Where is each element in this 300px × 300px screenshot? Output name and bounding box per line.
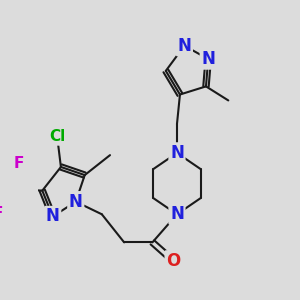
- Text: N: N: [170, 205, 184, 223]
- Text: Cl: Cl: [49, 129, 65, 144]
- Text: N: N: [178, 37, 191, 55]
- Text: F: F: [0, 206, 3, 221]
- Text: N: N: [69, 193, 83, 211]
- Text: F: F: [14, 156, 24, 171]
- Text: N: N: [170, 144, 184, 162]
- Text: N: N: [46, 208, 60, 226]
- Text: N: N: [201, 50, 215, 68]
- Text: O: O: [166, 252, 180, 270]
